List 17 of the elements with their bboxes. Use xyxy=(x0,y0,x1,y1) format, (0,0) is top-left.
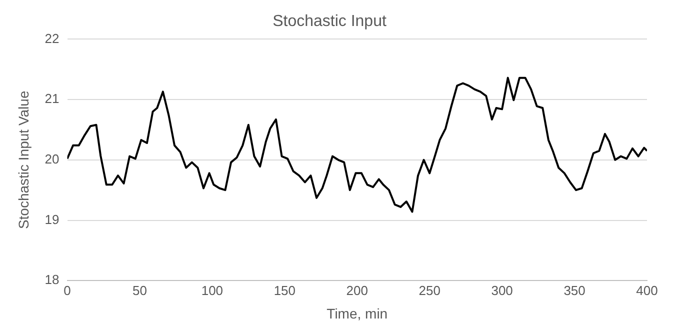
y-axis-title: Stochastic Input Value xyxy=(15,90,32,230)
x-axis-title: Time, min xyxy=(326,305,388,322)
y-tick-label: 18 xyxy=(44,272,60,288)
y-tick-label: 22 xyxy=(44,30,60,46)
x-tick-label: 300 xyxy=(491,282,513,298)
y-tick-label: 20 xyxy=(44,151,60,166)
x-tick-label: 250 xyxy=(418,282,440,298)
x-tick-label: 50 xyxy=(132,282,147,298)
x-tick-label: 400 xyxy=(636,282,658,298)
x-tick-label: 100 xyxy=(201,282,224,298)
x-tick-label: 150 xyxy=(274,282,296,298)
x-tick-label: 0 xyxy=(64,282,71,298)
y-tick-label: 19 xyxy=(44,212,60,227)
chart-title: Stochastic Input xyxy=(272,13,387,30)
y-tick-label: 21 xyxy=(44,91,60,106)
x-tick-label: 200 xyxy=(346,282,368,298)
x-tick-label: 350 xyxy=(564,282,586,298)
